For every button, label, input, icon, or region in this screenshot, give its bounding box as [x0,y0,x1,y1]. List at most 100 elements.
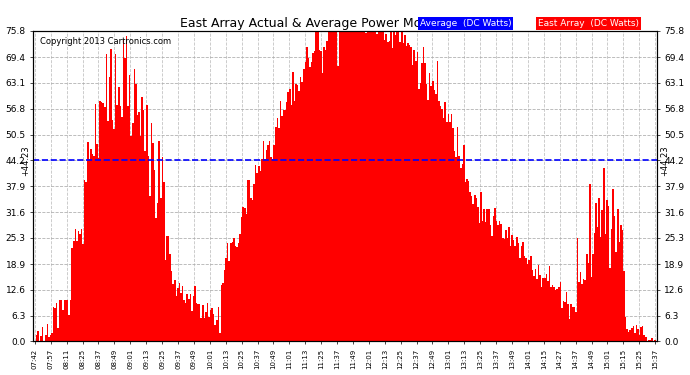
Bar [319,50,320,341]
Bar [51,333,52,341]
Bar [448,114,449,341]
Bar [452,128,454,341]
Bar [79,234,81,341]
Bar [190,294,191,341]
Bar [267,145,269,341]
Bar [598,198,600,341]
Bar [377,31,380,341]
Bar [346,31,348,341]
Bar [104,106,106,341]
Bar [471,196,473,341]
Bar [149,196,150,341]
Bar [402,42,404,341]
Bar [581,284,583,341]
Bar [284,110,286,341]
Bar [496,221,497,341]
Bar [263,141,264,341]
Bar [619,242,620,341]
Bar [202,305,204,341]
Bar [629,330,631,341]
Bar [323,47,325,341]
Bar [628,332,629,341]
Bar [426,84,427,341]
Bar [427,100,429,341]
Bar [333,31,334,341]
Bar [45,334,46,341]
Bar [134,69,135,341]
Bar [257,172,258,341]
Bar [241,217,242,341]
Title: East Array Actual & Average Power Mon Dec 9 15:42: East Array Actual & Average Power Mon De… [180,17,510,30]
Bar [530,256,531,341]
Bar [398,31,400,341]
Bar [356,31,357,341]
Bar [269,141,270,341]
Bar [620,225,622,341]
Bar [606,200,608,341]
Bar [141,97,143,341]
Bar [140,136,141,341]
Bar [499,221,500,341]
Bar [314,51,315,341]
Bar [371,31,373,341]
Bar [442,109,443,341]
Bar [584,280,586,341]
Bar [56,303,57,341]
Bar [589,184,591,341]
Bar [137,115,138,341]
Bar [493,216,494,341]
Bar [169,254,171,341]
Bar [485,222,486,341]
Bar [479,223,480,341]
Bar [159,141,160,341]
Bar [364,31,365,341]
Bar [623,272,625,341]
Bar [633,326,634,341]
Bar [435,94,437,341]
Bar [277,118,278,341]
Bar [477,207,479,341]
Bar [412,64,413,341]
Bar [230,243,232,341]
Bar [188,299,190,341]
Bar [65,300,67,341]
Bar [248,180,250,341]
Bar [625,317,627,341]
Bar [239,234,241,341]
Bar [547,281,549,341]
Bar [61,300,62,341]
Bar [351,31,353,341]
Bar [654,340,656,341]
Bar [174,279,175,341]
Bar [567,304,569,341]
Bar [431,86,432,341]
Bar [194,286,196,341]
Bar [185,303,186,341]
Bar [48,337,50,341]
Bar [634,333,635,341]
Bar [370,31,371,341]
Bar [317,31,319,341]
Bar [544,278,546,341]
Bar [546,274,547,341]
Bar [191,312,193,341]
Bar [55,308,56,341]
Bar [71,248,73,341]
Bar [143,110,144,341]
Bar [73,242,75,341]
Text: East Array  (DC Watts): East Array (DC Watts) [538,19,639,28]
Bar [339,31,340,341]
Bar [413,50,415,341]
Bar [295,84,297,341]
Bar [561,308,562,341]
Bar [393,31,395,341]
Bar [37,331,39,341]
Bar [373,31,375,341]
Bar [88,159,90,341]
Bar [261,159,263,341]
Bar [423,47,424,341]
Bar [457,127,458,341]
Bar [388,41,390,341]
Bar [180,293,181,341]
Bar [587,263,589,341]
